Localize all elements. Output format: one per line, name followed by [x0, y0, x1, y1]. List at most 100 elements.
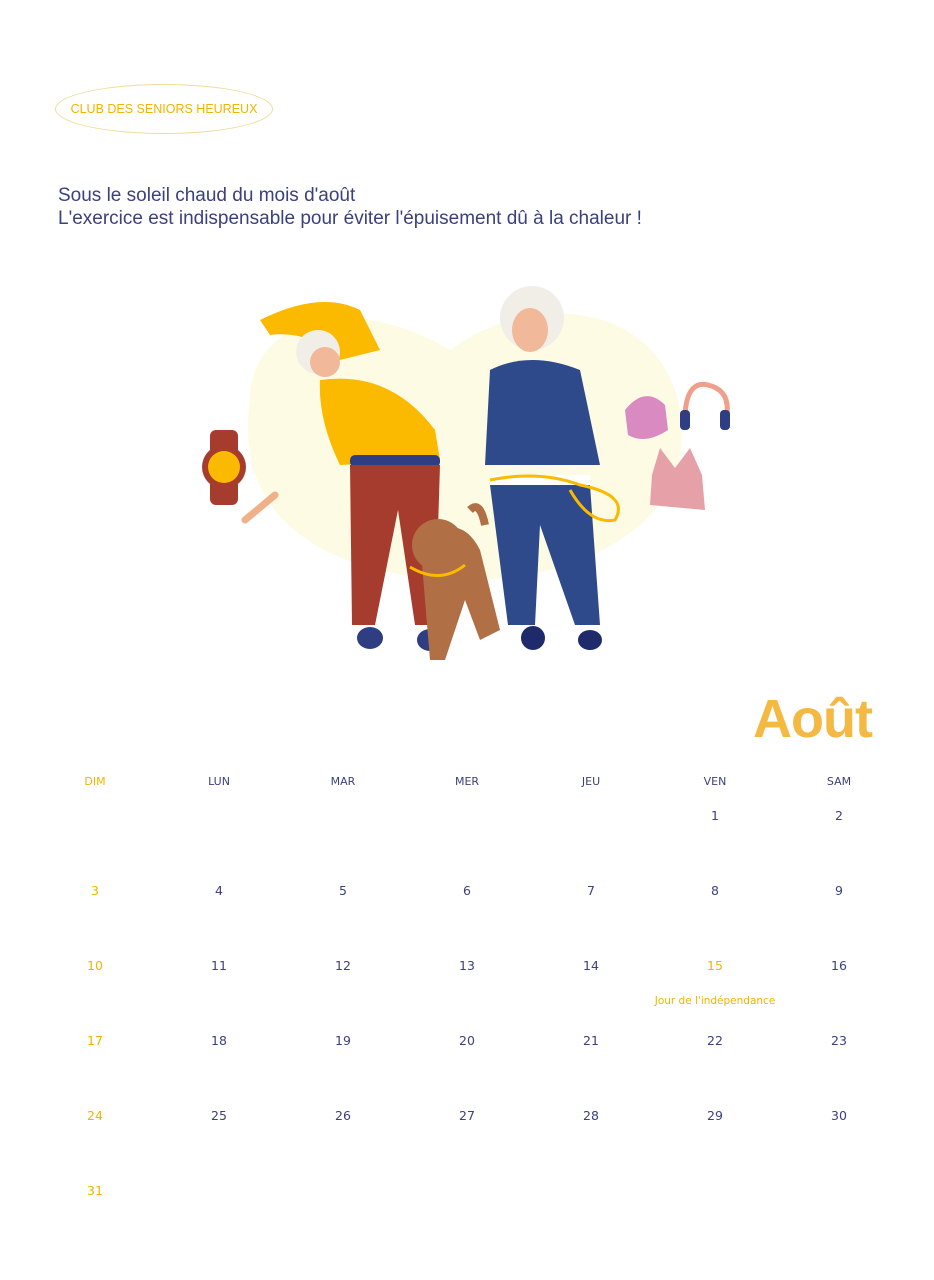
weekday-header: DIM LUN MAR MER JEU VEN SAM: [33, 770, 902, 794]
day-number: 26: [335, 1108, 351, 1123]
calendar-day: [157, 794, 281, 869]
calendar-day: 25: [157, 1094, 281, 1169]
calendar-day: [777, 1169, 901, 1244]
calendar-day: 21: [529, 1019, 653, 1094]
calendar-day: 14: [529, 944, 653, 1019]
weekday-label: DIM: [84, 775, 106, 788]
weekday-label: LUN: [208, 775, 230, 788]
weekday-label: JEU: [581, 775, 601, 788]
holiday-label: Jour de l'indépendance: [654, 995, 776, 1007]
day-number: 5: [339, 883, 347, 898]
calendar-day: 22: [653, 1019, 777, 1094]
calendar-day: 31: [33, 1169, 157, 1244]
club-name: CLUB DES SENIORS HEUREUX: [70, 102, 258, 116]
calendar-day: 2: [777, 794, 901, 869]
calendar-day: 1: [653, 794, 777, 869]
calendar-day: 16: [777, 944, 901, 1019]
calendar-day: [405, 794, 529, 869]
calendar-day: 7: [529, 869, 653, 944]
calendar-day: 27: [405, 1094, 529, 1169]
day-number: 8: [711, 883, 719, 898]
day-number: 22: [707, 1033, 723, 1048]
dog: [409, 503, 500, 660]
calendar-day: 13: [405, 944, 529, 1019]
calendar-week: 17 18 19 20 21 22 23: [33, 1019, 902, 1094]
day-number: 14: [583, 958, 599, 973]
day-number: 1: [711, 808, 719, 823]
day-number: 10: [87, 958, 103, 973]
club-badge: CLUB DES SENIORS HEUREUX: [55, 84, 273, 134]
calendar-day: 24: [33, 1094, 157, 1169]
calendar-day: 5: [281, 869, 405, 944]
weekday-label: SAM: [826, 775, 852, 788]
day-number: 15: [707, 958, 723, 973]
weekday-label: MER: [454, 775, 480, 788]
subtitle-line-2: L'exercice est indispensable pour éviter…: [58, 208, 642, 229]
calendar-day: 3: [33, 869, 157, 944]
cap-icon: [625, 396, 668, 439]
day-number: 31: [87, 1183, 103, 1198]
day-number: 25: [211, 1108, 227, 1123]
calendar-day: 28: [529, 1094, 653, 1169]
day-number: 29: [707, 1108, 723, 1123]
headphones-icon-cups: [680, 410, 730, 430]
day-number: 7: [587, 883, 595, 898]
calendar-day: [529, 794, 653, 869]
sports-bra-icon: [650, 448, 705, 510]
day-number: 27: [459, 1108, 475, 1123]
calendar-day: [157, 1169, 281, 1244]
month-title: Août: [753, 689, 873, 749]
calendar-grid: DIM LUN MAR MER JEU VEN SAM 1 2 3 4 5 6 7 8 9 10 1…: [33, 770, 902, 1244]
calendar-day: [281, 794, 405, 869]
day-number: 4: [215, 883, 223, 898]
calendar-day: 9: [777, 869, 901, 944]
calendar-day: 29: [653, 1094, 777, 1169]
day-number: 13: [459, 958, 475, 973]
subtitle: Sous le soleil chaud du mois d'août L'ex…: [58, 184, 642, 230]
calendar-day: 30: [777, 1094, 901, 1169]
headphones-icon: [682, 381, 730, 416]
day-number: 18: [211, 1033, 227, 1048]
day-number: 24: [87, 1108, 103, 1123]
day-number: 3: [91, 883, 99, 898]
day-number: 28: [583, 1108, 599, 1123]
day-number: 9: [835, 883, 843, 898]
day-number: 17: [87, 1033, 103, 1048]
calendar-day: [33, 794, 157, 869]
weekday-label: VEN: [703, 775, 727, 788]
calendar-day: 12: [281, 944, 405, 1019]
day-number: 6: [463, 883, 471, 898]
calendar-day: 20: [405, 1019, 529, 1094]
calendar-day: 10: [33, 944, 157, 1019]
calendar-day: 4: [157, 869, 281, 944]
day-number: 16: [831, 958, 847, 973]
calendar-week: 24 25 26 27 28 29 30: [33, 1094, 902, 1169]
day-number: 23: [831, 1033, 847, 1048]
weekday-label: MAR: [330, 775, 356, 788]
calendar-day: 8: [653, 869, 777, 944]
calendar-week: 3 4 5 6 7 8 9: [33, 869, 902, 944]
day-number: 19: [335, 1033, 351, 1048]
calendar-day: 19: [281, 1019, 405, 1094]
calendar-day: [281, 1169, 405, 1244]
day-number: 30: [831, 1108, 847, 1123]
calendar-week: 10 11 12 13 14 15 Jour de l'indépendance 16: [33, 944, 902, 1019]
calendar-day: [653, 1169, 777, 1244]
watch-icon: [202, 430, 246, 505]
day-number: 20: [459, 1033, 475, 1048]
calendar-day: 11: [157, 944, 281, 1019]
senior-walking-dog: [485, 286, 620, 650]
day-number: 11: [211, 958, 227, 973]
calendar-day: 23: [777, 1019, 901, 1094]
day-number: 21: [583, 1033, 599, 1048]
calendar-day: 6: [405, 869, 529, 944]
day-number: 12: [335, 958, 351, 973]
calendar-day: [529, 1169, 653, 1244]
seniors-exercise-illustration: [202, 286, 730, 660]
subtitle-line-1: Sous le soleil chaud du mois d'août: [58, 185, 356, 206]
calendar-day: [405, 1169, 529, 1244]
bone-icon: [241, 491, 279, 524]
calendar-day: 26: [281, 1094, 405, 1169]
calendar-day: 17: [33, 1019, 157, 1094]
